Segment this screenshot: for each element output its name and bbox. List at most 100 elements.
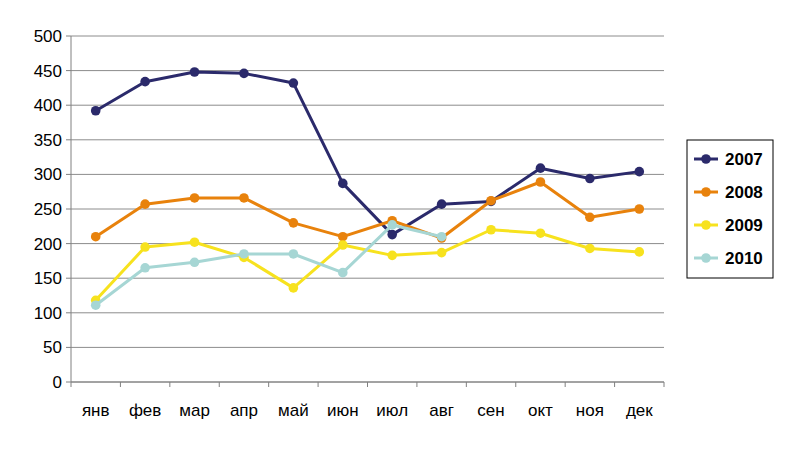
tick-mark xyxy=(66,278,71,279)
series-marker xyxy=(239,193,249,203)
legend-marker xyxy=(701,220,711,230)
series-marker xyxy=(536,177,546,187)
series-marker xyxy=(140,199,150,209)
legend-marker xyxy=(701,154,711,164)
series-marker xyxy=(289,249,299,259)
series-marker xyxy=(437,199,447,209)
category-label: янв xyxy=(82,401,110,420)
series-marker xyxy=(634,247,644,257)
category-label: июн xyxy=(327,401,359,420)
series-marker xyxy=(387,220,397,230)
legend-label: 2009 xyxy=(725,216,763,235)
tick-mark xyxy=(66,174,71,175)
grid-line xyxy=(71,139,664,140)
tick-label: 450 xyxy=(34,62,62,81)
series-marker xyxy=(140,263,150,273)
series-line xyxy=(96,72,640,235)
series-marker xyxy=(190,237,200,247)
series-marker xyxy=(91,232,101,242)
background xyxy=(0,0,800,451)
series-line xyxy=(96,182,640,238)
category-label: окт xyxy=(528,401,553,420)
series-marker xyxy=(486,225,496,235)
tick-mark xyxy=(66,312,71,313)
x-tick-mark xyxy=(466,382,467,387)
tick-mark xyxy=(66,105,71,106)
y-axis xyxy=(71,36,72,382)
category-label: фев xyxy=(129,401,161,420)
series-marker xyxy=(585,213,595,223)
x-tick-mark xyxy=(367,382,368,387)
tick-mark xyxy=(66,36,71,37)
tick-label: 400 xyxy=(34,96,62,115)
x-tick-mark xyxy=(614,382,615,387)
series-marker xyxy=(486,196,496,206)
legend-label: 2010 xyxy=(725,249,763,268)
x-tick-mark xyxy=(219,382,220,387)
tick-label: 100 xyxy=(34,304,62,323)
series-marker xyxy=(338,179,348,189)
x-tick-mark xyxy=(565,382,566,387)
tick-label: 200 xyxy=(34,235,62,254)
series-marker xyxy=(190,193,200,203)
x-tick-mark xyxy=(169,382,170,387)
tick-label: 350 xyxy=(34,131,62,150)
category-label: мар xyxy=(179,401,210,420)
tick-label: 500 xyxy=(34,27,62,46)
series-marker xyxy=(536,228,546,238)
series-marker xyxy=(91,106,101,116)
series-marker xyxy=(190,67,200,77)
tick-mark xyxy=(66,347,71,348)
x-tick-mark xyxy=(515,382,516,387)
grid-line xyxy=(71,312,664,313)
category-label: июл xyxy=(376,401,408,420)
series-marker xyxy=(239,249,249,259)
x-tick-mark xyxy=(120,382,121,387)
tick-label: 50 xyxy=(43,338,62,357)
legend-marker xyxy=(701,253,711,263)
series-marker xyxy=(338,232,348,242)
tick-label: 150 xyxy=(34,269,62,288)
legend-box xyxy=(687,140,773,278)
category-label: дек xyxy=(626,401,653,420)
grid-line xyxy=(71,70,664,71)
series-marker xyxy=(190,257,200,267)
grid-line xyxy=(71,36,664,37)
tick-mark xyxy=(66,70,71,71)
legend-label: 2008 xyxy=(725,183,763,202)
legend-label: 2007 xyxy=(725,150,763,169)
tick-mark xyxy=(66,139,71,140)
category-label: сен xyxy=(477,401,504,420)
grid-line xyxy=(71,105,664,106)
category-label: авг xyxy=(429,401,454,420)
series-marker xyxy=(289,78,299,88)
series-marker xyxy=(585,244,595,254)
series-marker xyxy=(289,283,299,293)
series-marker xyxy=(289,218,299,228)
legend-marker xyxy=(701,187,711,197)
tick-mark xyxy=(66,209,71,210)
series-marker xyxy=(387,251,397,261)
series-marker xyxy=(91,300,101,310)
x-tick-mark xyxy=(664,382,665,387)
chart: 050100150200250300350400450500янвфевмара… xyxy=(0,0,800,451)
category-label: май xyxy=(278,401,309,420)
series-marker xyxy=(585,174,595,184)
category-label: ноя xyxy=(576,401,604,420)
x-tick-mark xyxy=(318,382,319,387)
series-marker xyxy=(338,240,348,250)
tick-mark xyxy=(66,243,71,244)
x-tick-mark xyxy=(71,382,72,387)
tick-label: 300 xyxy=(34,165,62,184)
series-marker xyxy=(140,77,150,87)
series-marker xyxy=(239,69,249,79)
series-marker xyxy=(338,268,348,278)
series-marker xyxy=(437,232,447,242)
series-marker xyxy=(634,167,644,177)
series-marker xyxy=(634,204,644,214)
plot-area xyxy=(91,67,644,310)
series-marker xyxy=(536,163,546,173)
grid-line xyxy=(71,347,664,348)
grid-line xyxy=(71,278,664,279)
series-marker xyxy=(387,230,397,240)
